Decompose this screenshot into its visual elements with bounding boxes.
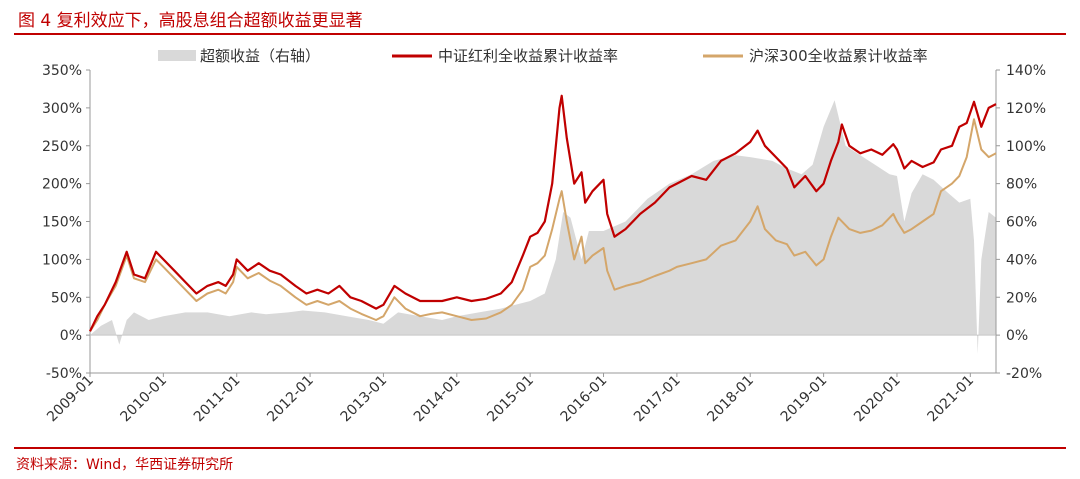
legend-label: 中证红利全收益累计收益率 bbox=[438, 47, 618, 65]
y-left-tick-label: 100% bbox=[42, 252, 82, 268]
excess-area-layer bbox=[90, 100, 996, 355]
y-left-tick-label: 250% bbox=[42, 139, 82, 155]
y-right-tick-label: 120% bbox=[1006, 101, 1046, 117]
x-tick-label: 2015-01 bbox=[484, 373, 537, 426]
source-note: 资料来源：Wind，华西证券研究所 bbox=[16, 457, 234, 473]
title-rule bbox=[14, 33, 1066, 35]
legend-label: 沪深300全收益累计收益率 bbox=[749, 47, 928, 65]
y-left-tick-label: 200% bbox=[42, 177, 82, 193]
x-tick-label: 2018-01 bbox=[704, 373, 757, 426]
legend-swatch-excess-return bbox=[158, 50, 196, 61]
y-right-tick-label: -20% bbox=[1006, 366, 1042, 382]
series-line-dividend-total-return bbox=[89, 94, 997, 332]
x-tick-label: 2019-01 bbox=[778, 373, 831, 426]
series-area-excess-return bbox=[90, 100, 996, 355]
x-tick-label: 2013-01 bbox=[338, 373, 391, 426]
y-left-tick-label: 150% bbox=[42, 215, 82, 231]
x-tick-label: 2016-01 bbox=[558, 373, 611, 426]
series-line-hs300-total-return bbox=[89, 118, 997, 332]
y-left-tick-label: -50% bbox=[46, 366, 82, 382]
x-tick-label: 2012-01 bbox=[264, 373, 317, 426]
y-right-tick-label: 0% bbox=[1006, 328, 1028, 344]
x-tick-label: 2010-01 bbox=[118, 373, 171, 426]
y-left-tick-label: 350% bbox=[42, 63, 82, 79]
axes-layer bbox=[86, 69, 1000, 377]
y-left-tick-label: 0% bbox=[60, 328, 82, 344]
y-right-tick-label: 100% bbox=[1006, 139, 1046, 155]
y-right-tick-label: 140% bbox=[1006, 63, 1046, 79]
chart-legend: 超额收益（右轴） 中证红利全收益累计收益率 沪深300全收益累计收益率 bbox=[158, 47, 928, 65]
lines-layer bbox=[89, 94, 997, 332]
x-tick-label: 2014-01 bbox=[411, 373, 464, 426]
legend-label: 超额收益（右轴） bbox=[200, 47, 320, 65]
x-tick-label: 2011-01 bbox=[191, 373, 244, 426]
x-tick-label: 2021-01 bbox=[924, 373, 977, 426]
y-left-tick-label: 300% bbox=[42, 101, 82, 117]
y-left-tick-label: 50% bbox=[51, 290, 82, 306]
y-right-tick-label: 40% bbox=[1006, 252, 1037, 268]
source-rule bbox=[14, 447, 1066, 449]
y-right-tick-label: 80% bbox=[1006, 177, 1037, 193]
figure-title: 图 4 复利效应下，高股息组合超额收益更显著 bbox=[18, 11, 363, 31]
x-tick-label: 2017-01 bbox=[631, 373, 684, 426]
y-right-tick-label: 60% bbox=[1006, 215, 1037, 231]
y-right-tick-label: 20% bbox=[1006, 290, 1037, 306]
x-tick-label: 2020-01 bbox=[851, 373, 904, 426]
